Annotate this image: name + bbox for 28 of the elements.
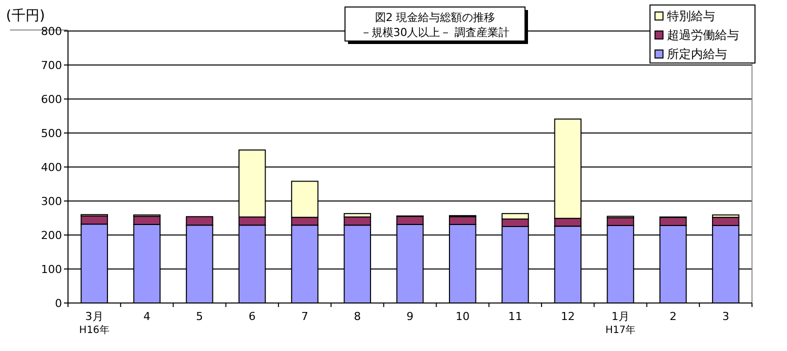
x-tick-label: 2 <box>670 310 677 323</box>
y-tick-label: 300 <box>41 194 62 208</box>
x-tick-label: 1月 H17年 <box>605 310 636 336</box>
y-tick-label: 600 <box>41 92 62 106</box>
x-tick-label: 10 <box>456 310 470 323</box>
x-tick-label: 12 <box>560 310 575 323</box>
y-tick-label: 0 <box>55 296 62 310</box>
y-tick-label: 200 <box>41 228 62 242</box>
x-tick-label: 8 <box>354 310 361 323</box>
x-tick-label: 5 <box>196 310 204 323</box>
y-tick-label: 100 <box>41 262 62 276</box>
x-tick-label: 7 <box>301 310 308 323</box>
x-tick-label: 3 <box>722 310 730 323</box>
chart-subtitle: －規模30人以上－ 調査産業計 <box>360 26 510 39</box>
y-tick-label: 800 <box>41 24 62 38</box>
x-tick-label: 3月 H16年 <box>79 310 110 336</box>
y-tick-label: 700 <box>41 58 62 72</box>
legend-label: 所定内給与 <box>667 47 727 61</box>
x-tick-label: 11 <box>508 310 522 323</box>
chart-title: 図2 現金給与総額の推移 <box>374 11 496 24</box>
x-tick-label: 6 <box>248 310 256 323</box>
legend-label: 特別給与 <box>667 9 715 23</box>
y-tick-label: 400 <box>41 160 62 174</box>
x-tick-label: 4 <box>143 310 150 323</box>
legend-label: 超過労働給与 <box>667 28 739 42</box>
y-tick-label: 500 <box>41 126 62 140</box>
x-tick-label: 9 <box>406 310 414 323</box>
y-axis-title: (千円) <box>6 8 45 24</box>
